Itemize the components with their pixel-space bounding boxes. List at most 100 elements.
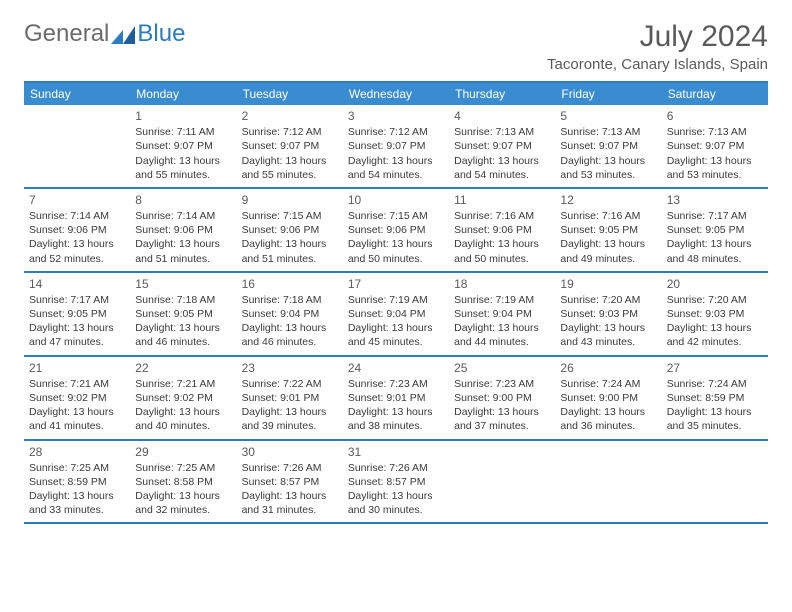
cell-sunset: Sunset: 9:07 PM: [560, 139, 656, 153]
cell-sunrise: Sunrise: 7:13 AM: [560, 125, 656, 139]
day-number: 6: [667, 108, 763, 124]
logo-mark-icon: [111, 26, 135, 44]
cell-sunrise: Sunrise: 7:24 AM: [560, 377, 656, 391]
day-number: 8: [135, 192, 231, 208]
day-header-saturday: Saturday: [662, 83, 768, 105]
cell-sunrise: Sunrise: 7:14 AM: [29, 209, 125, 223]
calendar-week: 1Sunrise: 7:11 AMSunset: 9:07 PMDaylight…: [24, 105, 768, 189]
calendar-cell: 11Sunrise: 7:16 AMSunset: 9:06 PMDayligh…: [449, 189, 555, 271]
cell-daylight2: and 43 minutes.: [560, 335, 656, 349]
cell-daylight2: and 48 minutes.: [667, 252, 763, 266]
cell-sunset: Sunset: 9:00 PM: [560, 391, 656, 405]
cell-sunset: Sunset: 9:07 PM: [242, 139, 338, 153]
cell-daylight1: Daylight: 13 hours: [348, 237, 444, 251]
cell-sunrise: Sunrise: 7:17 AM: [29, 293, 125, 307]
cell-daylight1: Daylight: 13 hours: [135, 405, 231, 419]
cell-daylight1: Daylight: 13 hours: [560, 154, 656, 168]
day-number: 29: [135, 444, 231, 460]
calendar-cell: 6Sunrise: 7:13 AMSunset: 9:07 PMDaylight…: [662, 105, 768, 187]
cell-sunrise: Sunrise: 7:26 AM: [348, 461, 444, 475]
cell-sunset: Sunset: 9:07 PM: [667, 139, 763, 153]
cell-daylight2: and 50 minutes.: [348, 252, 444, 266]
cell-daylight1: Daylight: 13 hours: [348, 405, 444, 419]
cell-daylight2: and 49 minutes.: [560, 252, 656, 266]
cell-daylight2: and 41 minutes.: [29, 419, 125, 433]
cell-daylight1: Daylight: 13 hours: [348, 489, 444, 503]
cell-daylight2: and 37 minutes.: [454, 419, 550, 433]
cell-sunset: Sunset: 9:05 PM: [560, 223, 656, 237]
cell-daylight1: Daylight: 13 hours: [135, 321, 231, 335]
cell-daylight1: Daylight: 13 hours: [135, 489, 231, 503]
cell-daylight2: and 33 minutes.: [29, 503, 125, 517]
day-number: 14: [29, 276, 125, 292]
calendar-cell: 2Sunrise: 7:12 AMSunset: 9:07 PMDaylight…: [237, 105, 343, 187]
day-number: 17: [348, 276, 444, 292]
cell-sunrise: Sunrise: 7:22 AM: [242, 377, 338, 391]
cell-daylight2: and 51 minutes.: [135, 252, 231, 266]
cell-daylight2: and 45 minutes.: [348, 335, 444, 349]
day-number: 24: [348, 360, 444, 376]
cell-daylight2: and 53 minutes.: [560, 168, 656, 182]
weeks-container: 1Sunrise: 7:11 AMSunset: 9:07 PMDaylight…: [24, 105, 768, 524]
calendar-cell: 4Sunrise: 7:13 AMSunset: 9:07 PMDaylight…: [449, 105, 555, 187]
cell-daylight2: and 44 minutes.: [454, 335, 550, 349]
calendar-cell: 13Sunrise: 7:17 AMSunset: 9:05 PMDayligh…: [662, 189, 768, 271]
cell-sunrise: Sunrise: 7:15 AM: [242, 209, 338, 223]
calendar-week: 7Sunrise: 7:14 AMSunset: 9:06 PMDaylight…: [24, 189, 768, 273]
calendar-cell: 25Sunrise: 7:23 AMSunset: 9:00 PMDayligh…: [449, 357, 555, 439]
cell-daylight1: Daylight: 13 hours: [667, 154, 763, 168]
cell-sunrise: Sunrise: 7:18 AM: [242, 293, 338, 307]
calendar-cell: 15Sunrise: 7:18 AMSunset: 9:05 PMDayligh…: [130, 273, 236, 355]
cell-sunset: Sunset: 9:02 PM: [135, 391, 231, 405]
cell-sunset: Sunset: 8:58 PM: [135, 475, 231, 489]
cell-sunset: Sunset: 9:06 PM: [242, 223, 338, 237]
cell-sunrise: Sunrise: 7:23 AM: [454, 377, 550, 391]
cell-daylight1: Daylight: 13 hours: [29, 321, 125, 335]
cell-sunset: Sunset: 8:57 PM: [242, 475, 338, 489]
cell-sunset: Sunset: 9:03 PM: [560, 307, 656, 321]
day-header-wednesday: Wednesday: [343, 83, 449, 105]
logo-text-blue: Blue: [137, 20, 185, 48]
cell-sunrise: Sunrise: 7:21 AM: [135, 377, 231, 391]
calendar-cell: 27Sunrise: 7:24 AMSunset: 8:59 PMDayligh…: [662, 357, 768, 439]
day-number: 4: [454, 108, 550, 124]
calendar-cell: 20Sunrise: 7:20 AMSunset: 9:03 PMDayligh…: [662, 273, 768, 355]
calendar-cell: [662, 441, 768, 523]
calendar-cell: 17Sunrise: 7:19 AMSunset: 9:04 PMDayligh…: [343, 273, 449, 355]
cell-sunrise: Sunrise: 7:13 AM: [667, 125, 763, 139]
day-number: 12: [560, 192, 656, 208]
cell-daylight1: Daylight: 13 hours: [454, 237, 550, 251]
day-number: 5: [560, 108, 656, 124]
cell-sunrise: Sunrise: 7:13 AM: [454, 125, 550, 139]
day-number: 1: [135, 108, 231, 124]
cell-daylight1: Daylight: 13 hours: [454, 321, 550, 335]
cell-sunset: Sunset: 9:07 PM: [454, 139, 550, 153]
cell-daylight1: Daylight: 13 hours: [560, 237, 656, 251]
cell-sunrise: Sunrise: 7:25 AM: [135, 461, 231, 475]
cell-sunset: Sunset: 9:04 PM: [242, 307, 338, 321]
month-title: July 2024: [547, 20, 768, 54]
calendar-cell: 9Sunrise: 7:15 AMSunset: 9:06 PMDaylight…: [237, 189, 343, 271]
day-number: 15: [135, 276, 231, 292]
cell-sunset: Sunset: 8:59 PM: [29, 475, 125, 489]
brand-logo: General Blue: [24, 20, 185, 48]
day-header-tuesday: Tuesday: [237, 83, 343, 105]
cell-daylight2: and 50 minutes.: [454, 252, 550, 266]
calendar-cell: 8Sunrise: 7:14 AMSunset: 9:06 PMDaylight…: [130, 189, 236, 271]
calendar-cell: 1Sunrise: 7:11 AMSunset: 9:07 PMDaylight…: [130, 105, 236, 187]
cell-sunset: Sunset: 9:06 PM: [348, 223, 444, 237]
calendar-cell: 23Sunrise: 7:22 AMSunset: 9:01 PMDayligh…: [237, 357, 343, 439]
cell-daylight1: Daylight: 13 hours: [560, 321, 656, 335]
day-number: 28: [29, 444, 125, 460]
day-number: 18: [454, 276, 550, 292]
day-number: 10: [348, 192, 444, 208]
day-number: 23: [242, 360, 338, 376]
cell-daylight2: and 55 minutes.: [242, 168, 338, 182]
cell-sunset: Sunset: 9:05 PM: [667, 223, 763, 237]
day-number: 21: [29, 360, 125, 376]
cell-sunrise: Sunrise: 7:12 AM: [348, 125, 444, 139]
day-number: 19: [560, 276, 656, 292]
calendar-cell: 24Sunrise: 7:23 AMSunset: 9:01 PMDayligh…: [343, 357, 449, 439]
cell-daylight2: and 38 minutes.: [348, 419, 444, 433]
day-number: 3: [348, 108, 444, 124]
